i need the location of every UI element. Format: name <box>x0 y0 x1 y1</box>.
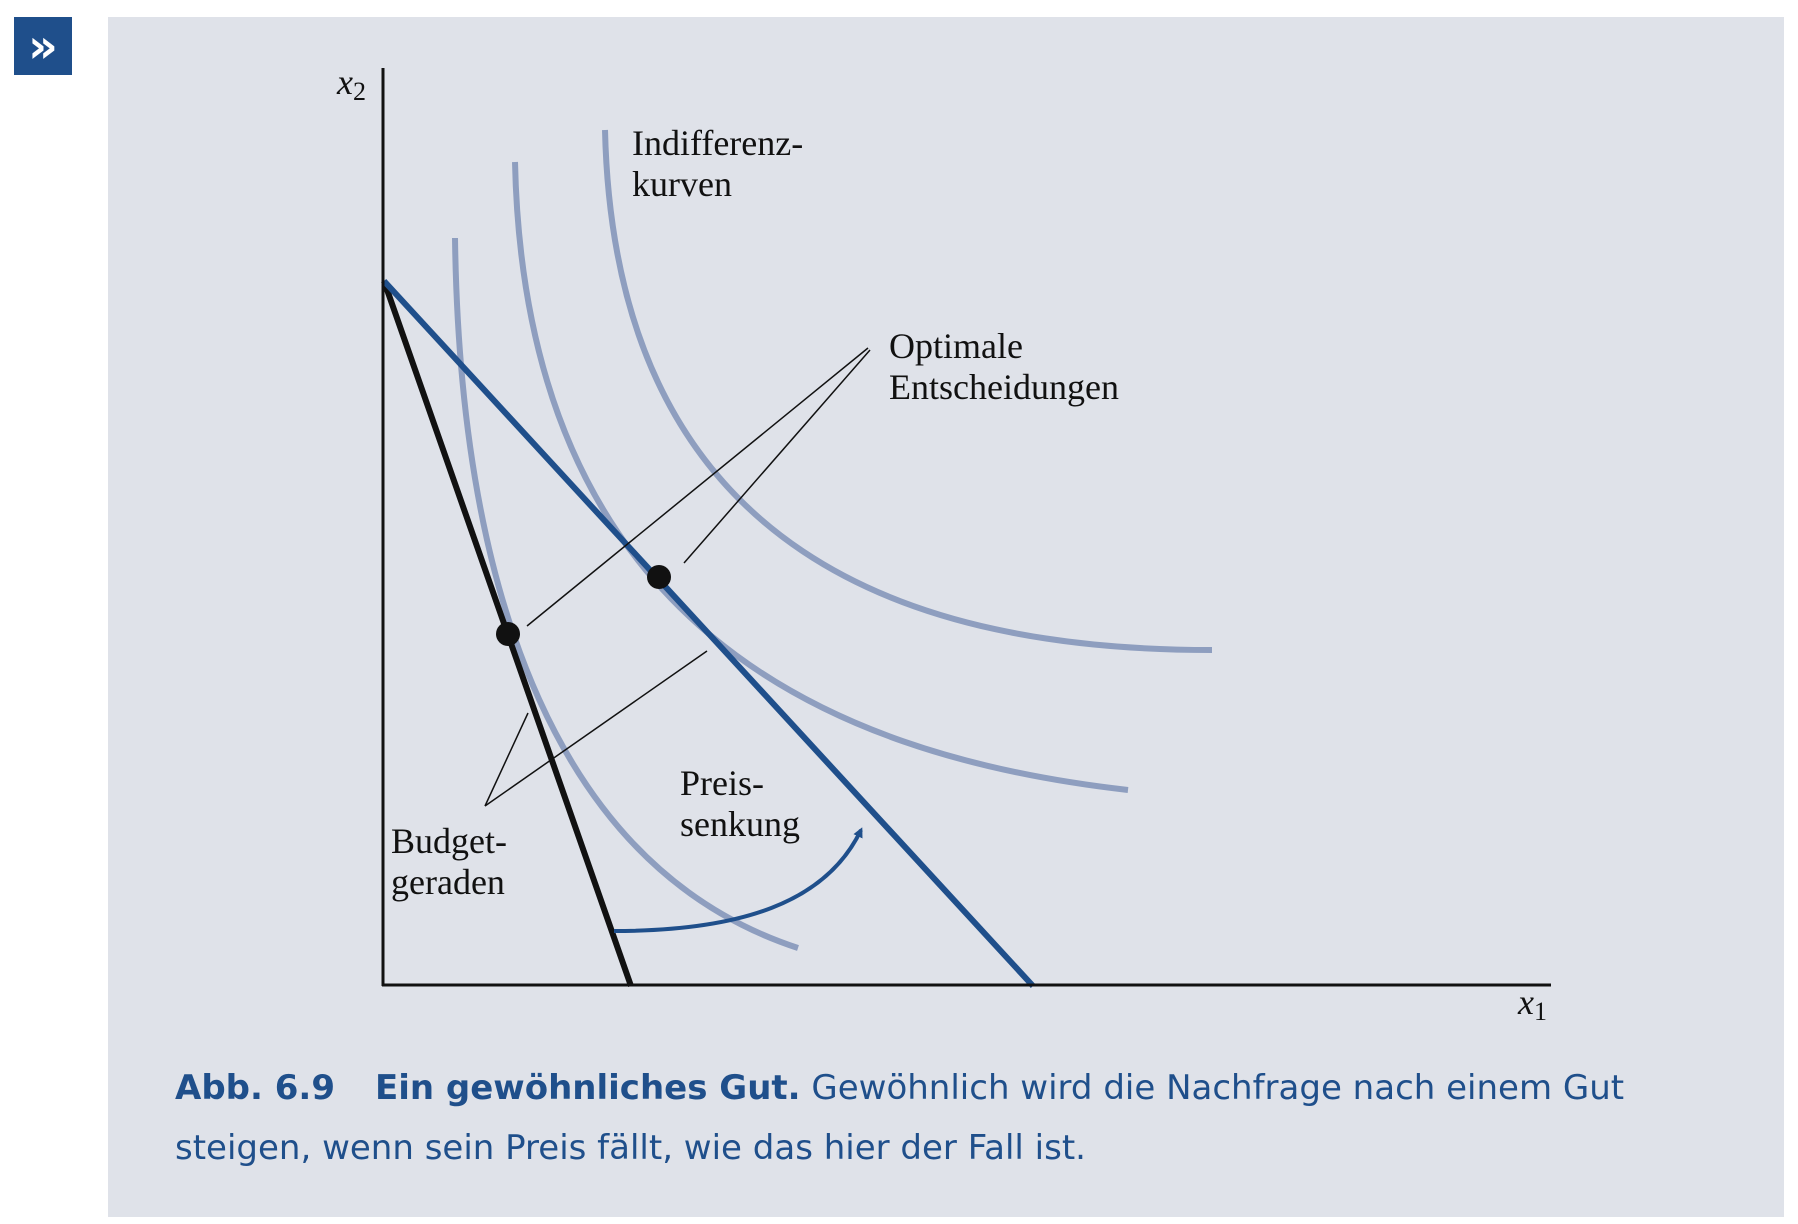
budget-label-line2: geraden <box>391 862 505 902</box>
figure-caption: Abb. 6.9 Ein gewöhnliches Gut. Gewöhnlich… <box>175 1058 1735 1178</box>
price-label-line1: Preis- <box>680 763 764 803</box>
x-axis-label: x1 <box>1517 982 1547 1026</box>
y-axis-label: x2 <box>336 62 366 106</box>
indifference-curve-1 <box>452 237 799 951</box>
optimal-label-line2: Entscheidungen <box>889 367 1119 407</box>
caption-text: Gewöhnlich wird die Nachfrage nach einem… <box>175 1068 1625 1168</box>
indifference-label-line1: Indifferenz- <box>632 123 803 163</box>
price-label-line2: senkung <box>680 804 800 844</box>
caption-number: Abb. 6.9 <box>175 1068 335 1108</box>
leader-optimal-1 <box>526 347 869 627</box>
leader-optimal-2 <box>683 349 871 564</box>
caption-title: Ein gewöhnliches Gut. <box>374 1068 801 1108</box>
double-chevron-right-icon: » <box>14 17 72 75</box>
indifference-curve-3 <box>602 129 1213 653</box>
indifference-curve-2 <box>512 161 1129 793</box>
price-decrease-arrow <box>613 827 863 933</box>
optimal-label-line1: Optimale <box>889 326 1023 366</box>
optimal-choice-point-1 <box>496 622 520 646</box>
budget-label-line1: Budget- <box>391 821 507 861</box>
indifference-label-line2: kurven <box>632 164 732 204</box>
budget-line-new <box>381 278 1036 989</box>
leader-budget-1 <box>484 712 529 807</box>
leader-budget-2 <box>484 650 708 807</box>
optimal-choice-point-2 <box>647 565 671 589</box>
